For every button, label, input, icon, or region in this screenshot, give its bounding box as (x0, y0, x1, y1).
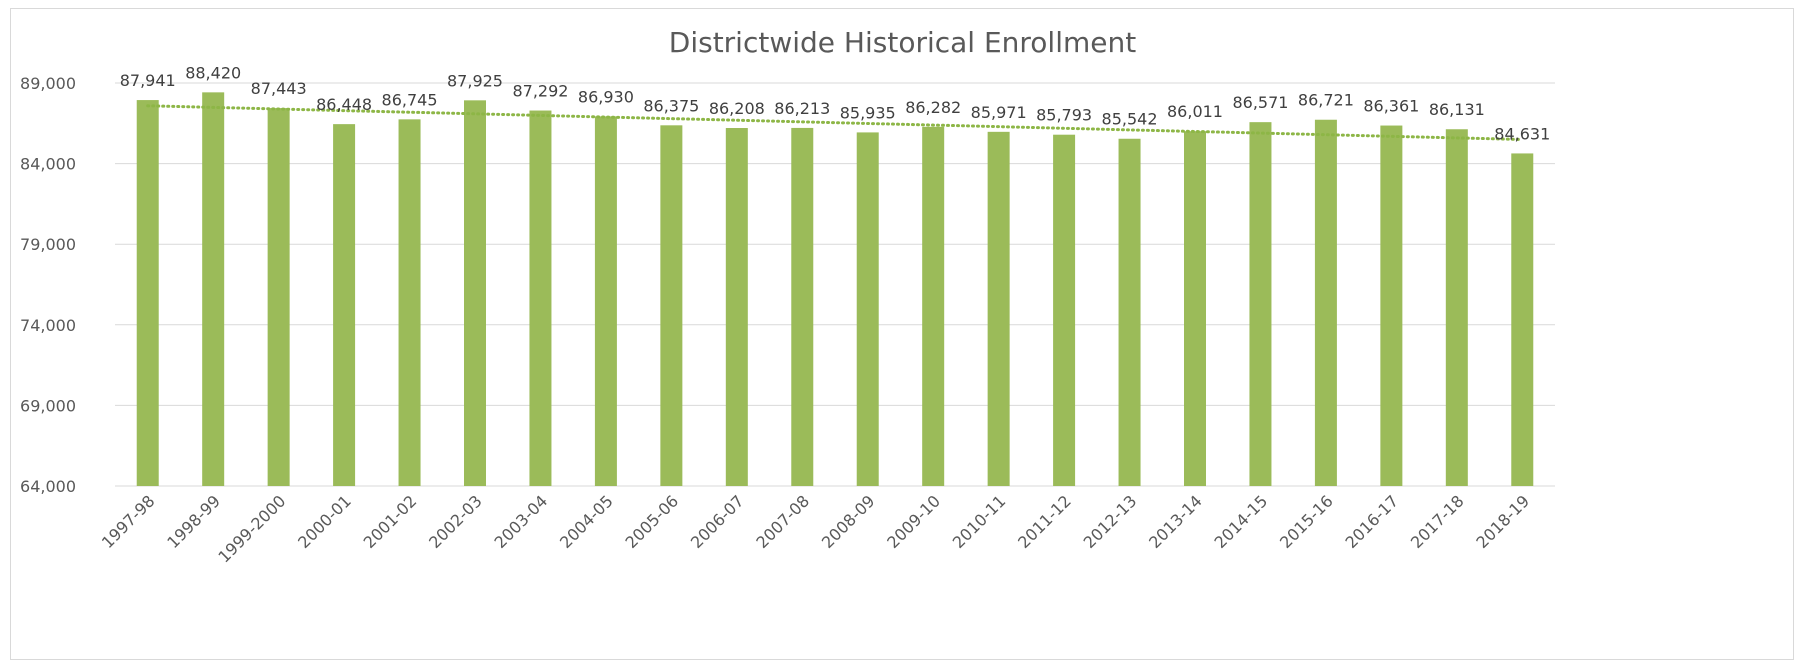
data-label: 86,131 (1429, 100, 1485, 119)
data-label: 84,631 (1494, 124, 1550, 143)
x-tick-label: 2012-13 (1080, 491, 1141, 552)
data-label: 87,941 (120, 71, 176, 90)
bar (529, 110, 552, 486)
data-label: 86,208 (709, 99, 765, 118)
data-label: 85,793 (1036, 106, 1092, 125)
trendline (146, 104, 1524, 142)
x-tick-label: 2014-15 (1211, 491, 1272, 552)
x-tick-label: 2003-04 (491, 491, 552, 552)
trendline-layer (146, 104, 1524, 142)
x-tick-label: 2004-05 (556, 491, 617, 552)
y-tick-label: 84,000 (20, 155, 76, 174)
data-label: 88,420 (185, 63, 241, 82)
x-tick-label: 2006-07 (687, 491, 748, 552)
bar (333, 124, 356, 486)
data-label: 85,971 (971, 103, 1027, 122)
data-label: 86,571 (1232, 93, 1288, 112)
gridlines (115, 82, 1555, 487)
bar (136, 100, 159, 487)
x-tick-label: 2010-11 (949, 491, 1010, 552)
x-tick-label: 1998-99 (163, 491, 224, 552)
bar (202, 92, 225, 486)
data-label: 87,925 (447, 71, 503, 90)
bar (464, 100, 486, 486)
bar (1118, 138, 1141, 486)
x-tick-label: 2009-10 (883, 491, 944, 552)
x-tick-label: 2001-02 (360, 491, 421, 552)
data-label: 86,448 (316, 95, 372, 114)
bar (725, 128, 748, 487)
bar (1184, 131, 1206, 486)
bar (791, 127, 814, 486)
bars (136, 92, 1534, 487)
bar (594, 116, 617, 486)
bar (660, 125, 683, 486)
x-tick-label: 1997-98 (98, 491, 159, 552)
y-tick-label: 69,000 (20, 396, 76, 415)
x-tick-label: 2008-09 (818, 491, 879, 552)
data-labels: 87,941 88,420 87,443 86,448 86,745 87,925 87,2… (120, 63, 1551, 143)
y-tick-label: 79,000 (20, 235, 76, 254)
data-label: 86,375 (643, 96, 699, 115)
data-label: 87,292 (512, 82, 568, 101)
y-tick-label: 89,000 (20, 74, 76, 93)
x-tick-label: 1999-2000 (214, 491, 289, 566)
x-tick-label: 2005-06 (621, 491, 682, 552)
y-tick-label: 74,000 (20, 316, 76, 335)
x-tick-label: 2018-19 (1472, 491, 1533, 552)
bar (1053, 134, 1076, 486)
bar (267, 108, 290, 486)
data-label: 87,443 (251, 79, 307, 98)
bar (1314, 119, 1337, 486)
bar (1511, 153, 1534, 486)
data-label: 86,011 (1167, 102, 1223, 121)
chart-frame (10, 8, 1794, 660)
x-tick-label: 2007-08 (752, 491, 813, 552)
data-label: 86,361 (1363, 97, 1419, 116)
bar (987, 131, 1010, 486)
data-label: 86,745 (382, 90, 438, 109)
x-tick-label: 2013-14 (1145, 491, 1206, 552)
data-label: 85,935 (840, 103, 896, 122)
bar (1249, 122, 1272, 486)
bar (856, 132, 879, 486)
data-label: 86,930 (578, 87, 634, 106)
x-tick-label: 2016-17 (1341, 491, 1402, 552)
data-label: 86,282 (905, 98, 961, 117)
bar (1380, 125, 1403, 486)
data-label: 86,213 (774, 99, 830, 118)
chart-title: Districtwide Historical Enrollment (668, 26, 1137, 59)
y-axis-ticks: 64,000 69,000 74,000 79,000 84,000 89,000 (20, 74, 76, 496)
x-tick-label: 2002-03 (425, 491, 486, 552)
bar (398, 119, 421, 487)
x-tick-label: 2000-01 (294, 491, 355, 552)
y-tick-label: 64,000 (20, 477, 76, 496)
x-tick-label: 2015-16 (1276, 491, 1337, 552)
x-tick-label: 2011-12 (1014, 491, 1075, 552)
bar (1445, 129, 1468, 486)
data-label: 86,721 (1298, 91, 1354, 110)
bar (922, 126, 945, 487)
data-label: 85,542 (1102, 110, 1158, 129)
x-tick-label: 2017-18 (1407, 491, 1468, 552)
